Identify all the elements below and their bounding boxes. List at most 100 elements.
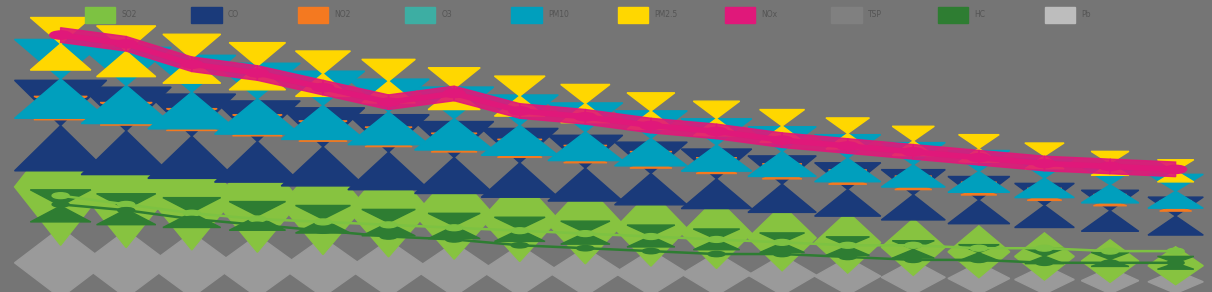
- Polygon shape: [693, 119, 739, 136]
- Ellipse shape: [314, 228, 331, 233]
- Polygon shape: [614, 138, 687, 166]
- Polygon shape: [693, 239, 739, 250]
- Polygon shape: [296, 206, 350, 219]
- Polygon shape: [215, 63, 301, 99]
- Polygon shape: [81, 86, 171, 124]
- Polygon shape: [847, 139, 914, 159]
- Polygon shape: [97, 26, 156, 51]
- Polygon shape: [497, 148, 542, 157]
- Polygon shape: [892, 141, 934, 156]
- Polygon shape: [630, 160, 671, 168]
- Polygon shape: [162, 34, 221, 59]
- Polygon shape: [299, 121, 347, 131]
- Polygon shape: [97, 51, 156, 77]
- Polygon shape: [415, 121, 493, 157]
- Polygon shape: [97, 209, 156, 225]
- Polygon shape: [1045, 156, 1110, 174]
- Polygon shape: [281, 105, 365, 139]
- Polygon shape: [881, 170, 945, 195]
- Polygon shape: [162, 59, 221, 83]
- Ellipse shape: [1167, 248, 1184, 254]
- Polygon shape: [630, 152, 671, 160]
- Ellipse shape: [1165, 165, 1187, 173]
- Polygon shape: [961, 189, 996, 195]
- Ellipse shape: [642, 234, 659, 239]
- Polygon shape: [1014, 233, 1074, 280]
- Polygon shape: [229, 66, 286, 90]
- Ellipse shape: [971, 245, 988, 251]
- Ellipse shape: [968, 154, 990, 162]
- Polygon shape: [101, 114, 153, 125]
- Polygon shape: [166, 119, 217, 131]
- Polygon shape: [894, 183, 932, 190]
- Text: PM10: PM10: [548, 10, 568, 19]
- Polygon shape: [15, 79, 107, 118]
- Polygon shape: [415, 170, 493, 259]
- Polygon shape: [748, 156, 816, 184]
- Polygon shape: [881, 165, 945, 187]
- Polygon shape: [348, 79, 429, 112]
- Polygon shape: [948, 176, 1010, 200]
- Ellipse shape: [773, 251, 790, 257]
- Text: Pb: Pb: [1081, 10, 1091, 19]
- Text: PM2.5: PM2.5: [654, 10, 678, 19]
- Polygon shape: [814, 212, 881, 273]
- Ellipse shape: [1099, 162, 1121, 171]
- Polygon shape: [15, 39, 107, 79]
- Polygon shape: [415, 119, 493, 150]
- Polygon shape: [681, 198, 751, 268]
- Ellipse shape: [50, 31, 72, 39]
- Polygon shape: [30, 18, 91, 44]
- Polygon shape: [561, 104, 610, 123]
- Polygon shape: [681, 119, 751, 145]
- Polygon shape: [1081, 185, 1139, 203]
- Polygon shape: [30, 190, 91, 206]
- Polygon shape: [428, 68, 480, 89]
- Polygon shape: [257, 66, 322, 95]
- Polygon shape: [548, 248, 623, 292]
- Polygon shape: [892, 126, 934, 141]
- Polygon shape: [585, 110, 651, 133]
- Polygon shape: [348, 112, 429, 145]
- Polygon shape: [561, 221, 610, 233]
- Polygon shape: [348, 240, 429, 292]
- Polygon shape: [81, 131, 171, 175]
- Polygon shape: [494, 217, 545, 229]
- Polygon shape: [561, 233, 610, 244]
- Polygon shape: [481, 177, 559, 262]
- Polygon shape: [548, 184, 623, 264]
- Polygon shape: [162, 198, 221, 213]
- Polygon shape: [322, 80, 389, 110]
- Ellipse shape: [836, 142, 858, 150]
- Polygon shape: [1091, 151, 1128, 163]
- Polygon shape: [1160, 206, 1191, 211]
- Polygon shape: [1081, 267, 1139, 292]
- Polygon shape: [1157, 160, 1194, 171]
- Polygon shape: [97, 194, 156, 209]
- Ellipse shape: [839, 254, 856, 260]
- Polygon shape: [15, 128, 107, 245]
- Polygon shape: [959, 148, 999, 162]
- Polygon shape: [365, 137, 412, 147]
- Polygon shape: [215, 101, 301, 142]
- Polygon shape: [15, 126, 107, 171]
- Polygon shape: [881, 142, 945, 165]
- Polygon shape: [748, 255, 816, 292]
- Ellipse shape: [771, 136, 793, 144]
- Polygon shape: [614, 111, 687, 138]
- Polygon shape: [748, 152, 816, 176]
- Ellipse shape: [905, 242, 922, 248]
- Polygon shape: [881, 260, 945, 292]
- Ellipse shape: [118, 208, 135, 213]
- Bar: [405, 7, 435, 23]
- Polygon shape: [348, 115, 429, 152]
- Polygon shape: [548, 103, 623, 132]
- Ellipse shape: [118, 201, 135, 207]
- Polygon shape: [191, 57, 257, 80]
- Polygon shape: [825, 237, 869, 246]
- Polygon shape: [229, 216, 286, 230]
- Polygon shape: [681, 179, 751, 208]
- Polygon shape: [281, 147, 365, 186]
- Polygon shape: [281, 156, 365, 255]
- Polygon shape: [814, 190, 881, 216]
